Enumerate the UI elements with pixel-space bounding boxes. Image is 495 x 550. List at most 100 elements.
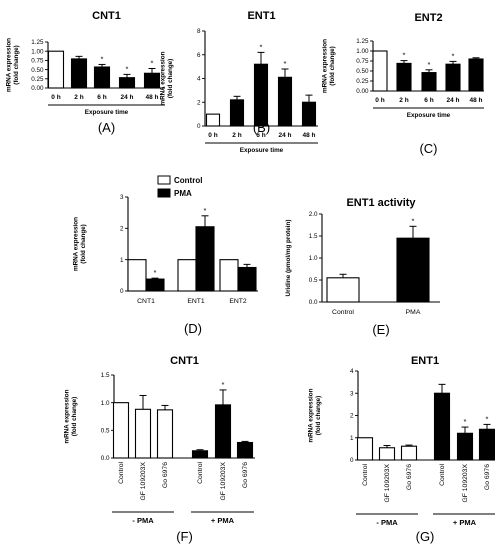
y-tick-label: 1.00 — [31, 48, 44, 55]
y-tick-label: 2.0 — [309, 211, 318, 218]
y-tick-label: 1.25 — [356, 38, 369, 45]
y-tick-label: 0.75 — [31, 58, 44, 65]
y-axis-title: mRNA expression — [63, 389, 70, 443]
y-tick-label: 0.50 — [31, 67, 44, 74]
panel-letter: (C) — [419, 141, 437, 156]
x-tick-label: 24 h — [120, 94, 133, 101]
y-tick-label: 1.5 — [101, 372, 110, 379]
significance-marker: * — [222, 380, 225, 389]
significance-marker: * — [428, 60, 431, 69]
bar-treated — [191, 450, 209, 459]
panel-d: (D) 0 1 2 3 mRNA expression (fold change) * * CNT… — [72, 175, 258, 336]
y-tick-label: 0.5 — [309, 277, 318, 284]
bar-treated — [93, 66, 111, 89]
panel-letter: (A) — [98, 120, 115, 135]
y-tick-label: 0.00 — [356, 88, 369, 95]
x-axis-title: Exposure time — [85, 109, 129, 116]
x-tick-label: Control — [197, 462, 204, 484]
panel-g: ENT1 (G) 0 1 2 3 4 mRNA expression (fold change)… — [307, 355, 495, 544]
x-tick-label: GF 109203X — [462, 464, 469, 503]
x-tick-label: Go 6976 — [162, 462, 169, 488]
bar-treated — [229, 99, 245, 127]
bar-control — [326, 277, 360, 303]
panel-f: CNT1 (F) 0.0 0.5 1.0 1.5 mRNA expression (fold … — [63, 355, 255, 544]
y-tick-label: 0.0 — [309, 299, 318, 306]
y-axis-title: (fold change) — [167, 59, 174, 99]
significance-marker: * — [486, 414, 489, 423]
x-tick-label: 0 h — [208, 132, 217, 139]
x-tick-label: 6 h — [256, 132, 265, 139]
significance-marker: * — [204, 206, 207, 215]
y-tick-label: 0.0 — [101, 455, 110, 462]
panel-letter: (D) — [184, 321, 202, 336]
significance-marker: * — [284, 59, 287, 68]
x-tick-label: 2 h — [232, 132, 241, 139]
significance-marker: * — [412, 216, 415, 225]
panel-letter: (F) — [176, 529, 193, 544]
bar-control — [356, 437, 374, 461]
x-tick-label: ENT2 — [229, 298, 247, 305]
bar-treated — [143, 72, 161, 89]
bar-treated — [301, 101, 317, 127]
x-tick-label: 0 h — [51, 94, 60, 101]
bar-treated — [145, 278, 165, 292]
significance-marker: * — [151, 58, 154, 67]
significance-marker: * — [464, 417, 467, 426]
y-tick-label: 1.0 — [309, 255, 318, 262]
y-tick-label: 0.75 — [356, 58, 369, 65]
y-tick-label: 0.50 — [356, 68, 369, 75]
bar-control — [112, 402, 130, 459]
bar-treated — [277, 76, 293, 127]
x-tick-label: GF 109203X — [220, 462, 227, 501]
bar-treated — [236, 441, 254, 459]
y-axis-title: mRNA expression — [72, 217, 79, 271]
bar-treated — [468, 58, 484, 92]
y-axis-title: (fold change) — [315, 396, 322, 436]
y-tick-label: 1 — [120, 257, 124, 264]
x-tick-label: 48 h — [302, 132, 315, 139]
chart-title: CNT1 — [170, 355, 199, 367]
y-tick-label: 3 — [120, 194, 124, 201]
y-tick-label: 3 — [350, 390, 354, 397]
y-tick-label: 0 — [197, 123, 201, 130]
bar-treated — [456, 432, 474, 461]
x-tick-label: 0 h — [375, 97, 384, 104]
legend-swatch — [157, 175, 171, 185]
y-tick-label: 4 — [350, 368, 354, 375]
significance-marker: * — [126, 64, 129, 73]
bar-control — [127, 259, 147, 292]
y-axis-title: Uridine (pmol/mg protein) — [285, 220, 292, 297]
bar-control — [134, 408, 152, 459]
legend-label: PMA — [174, 189, 192, 198]
chart-title: ENT2 — [414, 12, 442, 24]
x-tick-label: CNT1 — [137, 298, 155, 305]
y-axis-title: mRNA expression — [159, 51, 166, 105]
y-axis-title: (fold change) — [13, 45, 20, 85]
bar-treated — [478, 428, 495, 461]
legend-swatch — [157, 188, 171, 198]
y-axis-title: (fold change) — [80, 224, 87, 264]
y-tick-label: 8 — [197, 28, 201, 35]
y-axis-title: (fold change) — [329, 46, 336, 86]
y-tick-label: 1.00 — [356, 48, 369, 55]
legend-label: Control — [174, 176, 202, 185]
group-label: - PMA — [132, 516, 154, 525]
y-tick-label: 2 — [120, 226, 124, 233]
bar-control — [378, 447, 396, 461]
bar-control — [205, 113, 221, 127]
y-axis-title: (fold change) — [71, 397, 78, 437]
bar-treated — [70, 58, 88, 89]
bar-treated — [237, 266, 257, 292]
y-tick-label: 1 — [350, 435, 354, 442]
y-tick-label: 0.25 — [31, 76, 44, 83]
significance-marker: * — [403, 51, 406, 60]
x-tick-label: Go 6976 — [406, 464, 413, 490]
group-label: + PMA — [453, 518, 477, 527]
bar-treated — [445, 63, 461, 92]
bar-treated — [253, 63, 269, 127]
y-tick-label: 2 — [350, 413, 354, 420]
x-tick-label: ENT1 — [187, 298, 205, 305]
bar-treated — [396, 237, 430, 303]
